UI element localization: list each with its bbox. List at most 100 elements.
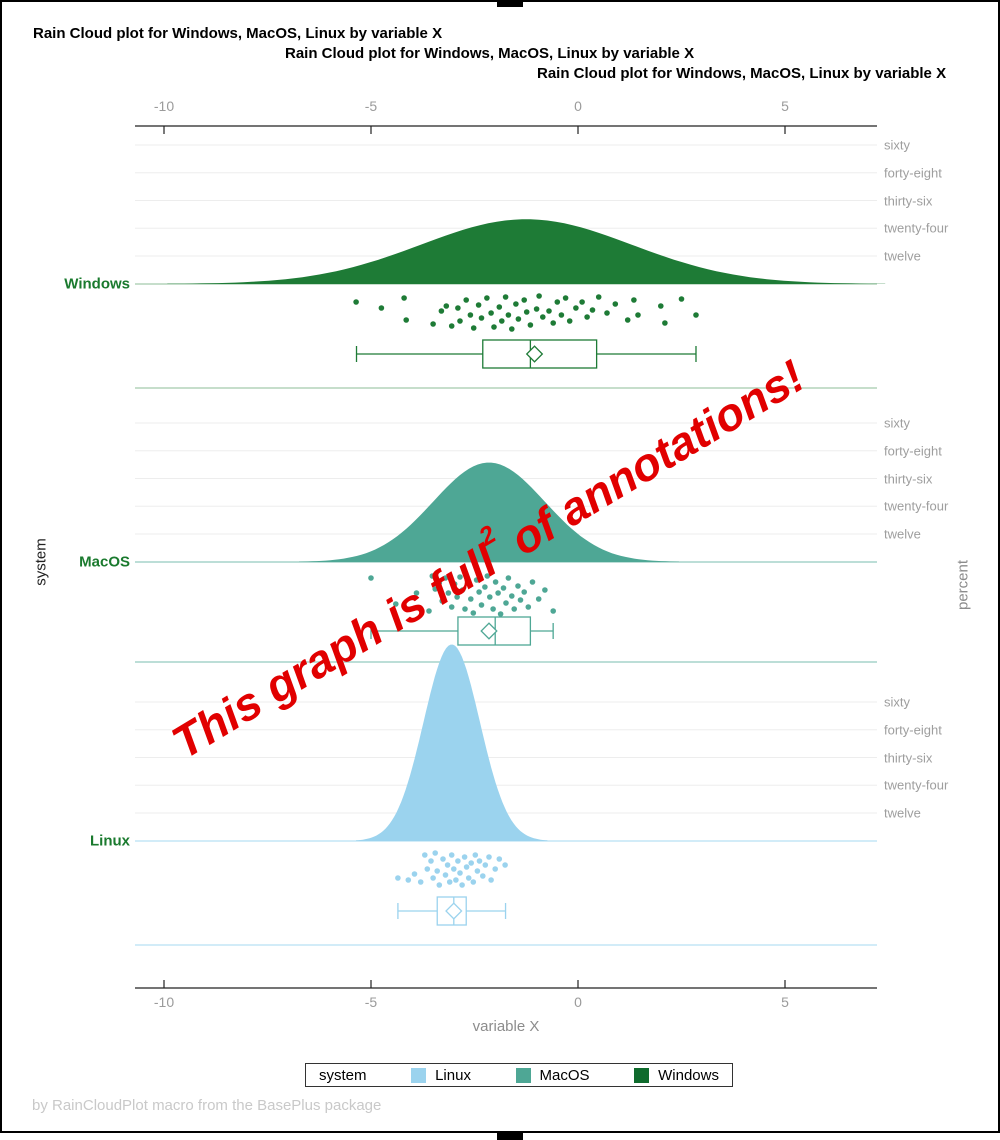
legend-item-linux: Linux (411, 1067, 471, 1084)
rain-point-windows (378, 305, 385, 311)
rain-point-macos (517, 597, 524, 603)
rain-point-linux (422, 852, 428, 858)
rain-point-windows (584, 314, 590, 320)
rain-point-macos (462, 606, 468, 612)
rain-point-linux (486, 854, 492, 860)
rain-point-linux (459, 882, 465, 888)
rain-point-macos (492, 579, 499, 585)
rain-point-linux (436, 882, 443, 888)
rain-point-windows (457, 318, 463, 324)
rain-point-linux (476, 858, 483, 864)
rain-point-windows (438, 308, 445, 314)
rain-point-windows (491, 324, 497, 330)
rain-point-macos (454, 594, 460, 600)
rain-point-windows (448, 323, 455, 329)
rain-point-macos (487, 594, 493, 600)
rain-point-linux (444, 862, 451, 868)
mean-diamond-macos (480, 622, 498, 640)
rain-point-linux (502, 862, 508, 868)
bottom-edge-marker (497, 1133, 523, 1140)
rain-point-macos (509, 593, 515, 599)
rain-point-windows (470, 325, 477, 331)
rain-point-windows (635, 312, 641, 318)
rain-point-linux (472, 852, 479, 858)
mean-diamond-windows (525, 345, 544, 363)
rain-point-macos (495, 590, 501, 596)
x-axis-title: variable X (472, 1018, 540, 1035)
legend-item-windows: Windows (634, 1067, 719, 1084)
rain-point-linux (448, 852, 455, 858)
rain-point-windows (624, 317, 631, 323)
chart-title-3: Rain Cloud plot for Windows, MacOS, Linu… (537, 65, 947, 82)
chart-title-1: Rain Cloud plot for Windows, MacOS, Linu… (33, 25, 443, 42)
rain-point-macos (393, 601, 399, 607)
rain-point-macos (468, 596, 474, 602)
rain-point-linux (482, 862, 489, 868)
rain-point-windows (505, 312, 512, 318)
rain-point-windows (478, 315, 485, 321)
rain-point-windows (353, 299, 359, 305)
rain-point-windows (533, 306, 540, 312)
rain-point-windows (509, 326, 515, 332)
legend-swatch-windows (634, 1067, 650, 1083)
rain-point-linux (395, 875, 401, 881)
rain-point-macos (426, 608, 432, 614)
rain-point-macos (505, 575, 512, 581)
rain-point-macos (439, 598, 446, 604)
legend-title: system (319, 1066, 367, 1084)
rain-point-linux (411, 871, 418, 877)
rain-point-macos (515, 583, 521, 589)
rain-point-macos (525, 604, 532, 610)
rain-point-windows (595, 294, 602, 300)
rain-point-linux (492, 866, 499, 872)
rain-point-linux (430, 875, 436, 881)
rain-point-macos (465, 579, 472, 585)
rain-point-windows (523, 309, 530, 315)
rain-point-macos (470, 610, 477, 616)
rain-point-linux (428, 858, 434, 864)
legend-swatch-macos (515, 1067, 531, 1083)
rain-point-windows (475, 302, 482, 308)
rain-point-windows (550, 320, 556, 326)
rain-point-linux (455, 858, 461, 864)
legend-swatch-linux (411, 1067, 427, 1083)
rain-point-macos (457, 574, 463, 580)
rain-point-windows (566, 318, 573, 324)
rain-point-macos (478, 602, 485, 608)
rain-point-macos (459, 587, 466, 593)
rain-point-windows (604, 310, 610, 316)
rain-point-linux (474, 868, 481, 874)
rain-point-windows (658, 303, 664, 309)
rain-point-macos (490, 606, 496, 612)
rain-point-macos (368, 575, 374, 581)
legend-label-macos: MacOS (539, 1066, 590, 1084)
top-edge-marker (497, 0, 523, 7)
rain-point-windows (502, 294, 509, 300)
rain-point-linux (453, 877, 459, 883)
rain-point-macos (473, 577, 480, 583)
density-cloud-linux (356, 644, 548, 841)
rain-point-windows (430, 321, 436, 327)
rain-point-macos (503, 600, 509, 606)
rain-point-windows (678, 296, 685, 302)
rain-point-macos (448, 604, 455, 610)
rain-point-windows (693, 312, 699, 318)
rain-point-windows (589, 307, 596, 313)
rain-point-windows (631, 297, 637, 303)
rain-point-windows (484, 295, 490, 301)
rain-point-windows (527, 322, 534, 328)
rain-point-linux (417, 879, 424, 885)
rain-point-windows (540, 314, 546, 320)
rain-point-linux (434, 868, 441, 874)
rain-point-linux (440, 856, 446, 862)
rain-point-linux (465, 875, 472, 881)
rain-point-linux (457, 870, 463, 876)
rain-point-windows (554, 299, 561, 305)
rain-point-macos (497, 611, 504, 617)
density-cloud-windows (167, 219, 886, 284)
rain-point-windows (443, 303, 450, 309)
rain-point-windows (521, 297, 527, 303)
rain-point-windows (496, 304, 503, 310)
rain-point-linux (424, 866, 431, 872)
